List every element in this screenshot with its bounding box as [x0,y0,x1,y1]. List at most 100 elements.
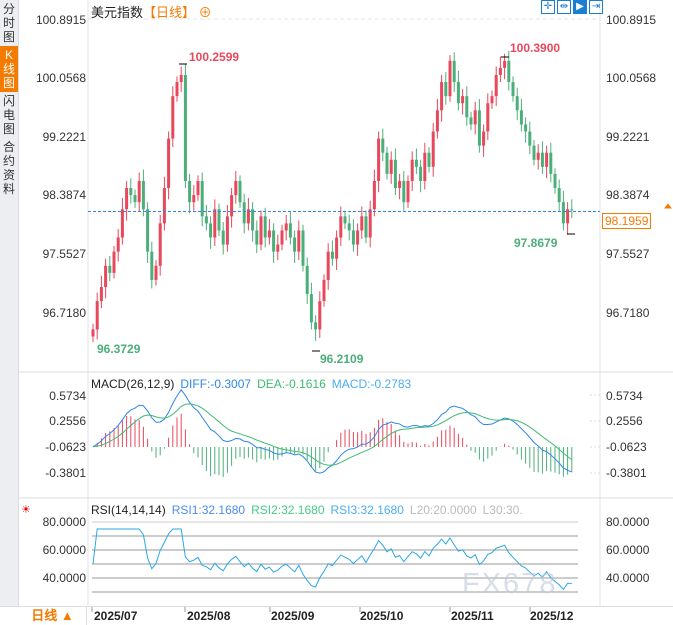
candle-body [347,223,351,231]
candle-body [95,301,99,330]
candle-body [171,96,175,139]
macd-value: MACD:-0.2783 [331,377,412,391]
tab-kline[interactable]: K线图 [0,46,18,92]
candle-body [318,301,322,330]
candle-body [360,216,364,231]
price-axis-label: 96.7180 [42,306,86,320]
tab-time-chart[interactable]: 分时图 [2,2,15,44]
diff-line [92,388,572,474]
candle-body [209,223,213,238]
period-button[interactable]: 日线 ▲ [19,607,87,625]
candle-body [545,152,549,167]
candle-body [162,188,166,224]
high-annotation: 100.3900 [510,41,561,55]
period-label: 【日线】 [143,5,196,20]
settings-sun-icon[interactable]: ☀ [21,504,31,516]
candle-body [112,251,116,273]
symbol-name: 美元指数 [91,5,144,20]
macd-axis-label: 0.2556 [49,414,86,428]
price-axis-label: 98.3874 [606,188,650,202]
candle-body [116,237,120,252]
candle-body [246,209,250,224]
candle-body [343,216,347,224]
candle-body [477,110,481,146]
candle-body [301,230,305,266]
rsi-axis-label: 60.0000 [42,543,86,557]
candle-body [381,138,385,153]
price-axis-label: 100.8915 [35,13,86,27]
price-axis-label: 98.3874 [42,188,86,202]
candle-body [276,244,280,252]
jump-end-icon[interactable]: ⇥ [589,0,603,14]
candle-body [566,209,570,224]
macd-axis-label: -0.3801 [45,466,86,480]
macd-axis-label: 0.5734 [49,389,86,403]
candle-body [137,180,141,203]
current-price-label: 98.1959 [602,213,652,229]
low-annotation: 97.8679 [514,236,558,250]
chart-title: 美元指数【日线】 ⊕ [91,2,212,21]
candle-body [167,138,171,189]
candle-body [561,202,565,224]
tab-flash-chart[interactable]: 闪电图 [2,94,15,136]
candle-body [431,131,435,167]
candle-body [217,209,221,231]
tab-contract-info[interactable]: 合约资料 [2,140,15,196]
candle-body [549,152,553,174]
candle-body [108,265,112,273]
candle-body [255,230,259,245]
low-annotation: 96.2109 [320,352,364,366]
candle-body [427,152,431,167]
candle-body [175,82,179,97]
month-label: 2025/12 [530,609,574,623]
candle-body [339,216,343,238]
circle-plus-icon[interactable]: ⊕ [195,5,212,20]
candle-body [221,230,225,245]
rsi1-value: RSI1:32.1680 [171,503,246,517]
candle-body [368,209,372,238]
candle-body [322,279,326,302]
candle-body [372,180,376,210]
candle-body [330,251,334,259]
candle-body [402,180,406,203]
candle-body [486,103,490,132]
candle-body [536,152,540,160]
candle-body [288,223,292,238]
candle-body [461,96,465,104]
price-up-arrow-icon [664,203,672,209]
candle-body [192,195,196,203]
candle-body [242,202,246,224]
candle-body [259,216,263,245]
candle-body [230,195,234,217]
candle-body [129,188,133,196]
candle-body [213,209,217,238]
crosshair-icon[interactable]: ✛ [541,0,555,14]
candle-body [150,251,154,280]
scroll-right-icon[interactable]: ▶ [573,0,587,14]
candle-body [389,159,393,174]
watermark: FX678 [462,568,558,600]
candle-body [238,180,242,203]
candle-body [498,67,502,75]
candle-body [146,209,150,252]
macd-axis-label: 0.5734 [606,389,643,403]
candle-body [99,286,103,302]
price-axis-label: 100.0568 [35,71,86,85]
month-label: 2025/07 [94,609,138,623]
candle-body [120,209,124,238]
macd-legend: MACD(26,12,9) DIFF:-0.3007 DEA:-0.1616 MACD… [91,377,417,391]
candle-body [490,96,494,104]
month-label: 2025/09 [271,609,315,623]
candle-body [452,60,456,83]
candle-body [503,60,507,68]
fit-range-icon[interactable]: ⇹ [557,0,571,14]
candle-body [557,188,561,203]
candle-body [494,74,498,97]
candle-body [133,195,137,203]
time-axis: 日线 ▲ 2025/07 2025/08 2025/09 2025/10 202… [0,606,673,625]
candle-body [183,74,187,181]
month-label: 2025/10 [360,609,404,623]
high-annotation: 100.2599 [189,50,240,64]
candle-body [225,216,229,245]
